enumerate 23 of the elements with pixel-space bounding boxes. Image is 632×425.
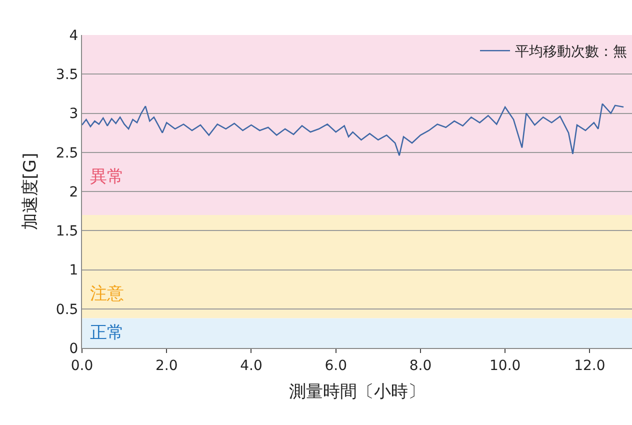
y-tick-label: 4 bbox=[69, 28, 78, 44]
x-tick-label: 4.0 bbox=[240, 358, 262, 374]
x-tick-label: 12.0 bbox=[574, 358, 606, 374]
band-label: 異常 bbox=[90, 167, 124, 187]
x-axis-title: 測量時間〔小時〕 bbox=[289, 382, 425, 402]
y-tick-label: 1.5 bbox=[56, 224, 78, 240]
band-label: 正常 bbox=[90, 323, 124, 343]
y-tick-label: 2 bbox=[69, 184, 78, 200]
legend-label: 平均移動次數：無 bbox=[515, 44, 627, 60]
band-label: 注意 bbox=[90, 284, 124, 304]
y-tick-label: 3 bbox=[69, 106, 78, 122]
y-tick-label: 2.5 bbox=[56, 145, 78, 162]
x-tick-label: 2.0 bbox=[155, 358, 178, 374]
y-tick-label: 1 bbox=[69, 262, 78, 279]
y-tick-label: 0 bbox=[69, 340, 78, 357]
x-tick-label: 8.0 bbox=[409, 358, 432, 374]
x-tick-label: 6.0 bbox=[324, 358, 347, 374]
x-tick-label: 10.0 bbox=[489, 358, 521, 374]
y-axis-title: 加速度[G] bbox=[20, 152, 40, 230]
x-tick-label: 0.0 bbox=[70, 358, 94, 374]
y-tick-label: 3.5 bbox=[56, 67, 78, 84]
line-series bbox=[82, 103, 624, 156]
y-tick-label: 0.5 bbox=[56, 302, 78, 318]
